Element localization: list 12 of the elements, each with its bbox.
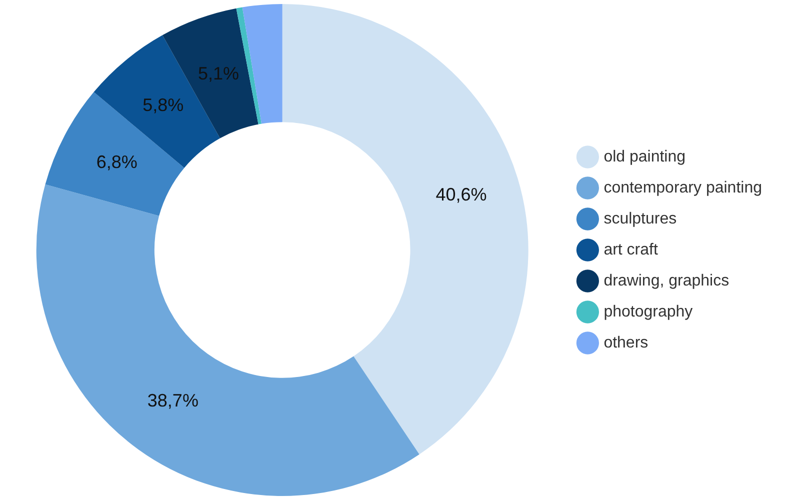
legend-label: photography	[604, 303, 693, 320]
data-label: 5,1%	[198, 63, 239, 84]
legend-label: drawing, graphics	[604, 272, 730, 290]
legend-label: others	[604, 334, 648, 352]
data-label: 40,6%	[436, 184, 487, 205]
legend-label: sculptures	[604, 210, 677, 228]
legend-label: old painting	[604, 148, 686, 166]
data-label: 38,7%	[147, 390, 198, 411]
data-label: 6,8%	[96, 152, 138, 172]
legend-label: contemporary painting	[604, 179, 762, 196]
data-label: 5,8%	[142, 94, 184, 115]
legend-label: art craft	[604, 241, 658, 258]
